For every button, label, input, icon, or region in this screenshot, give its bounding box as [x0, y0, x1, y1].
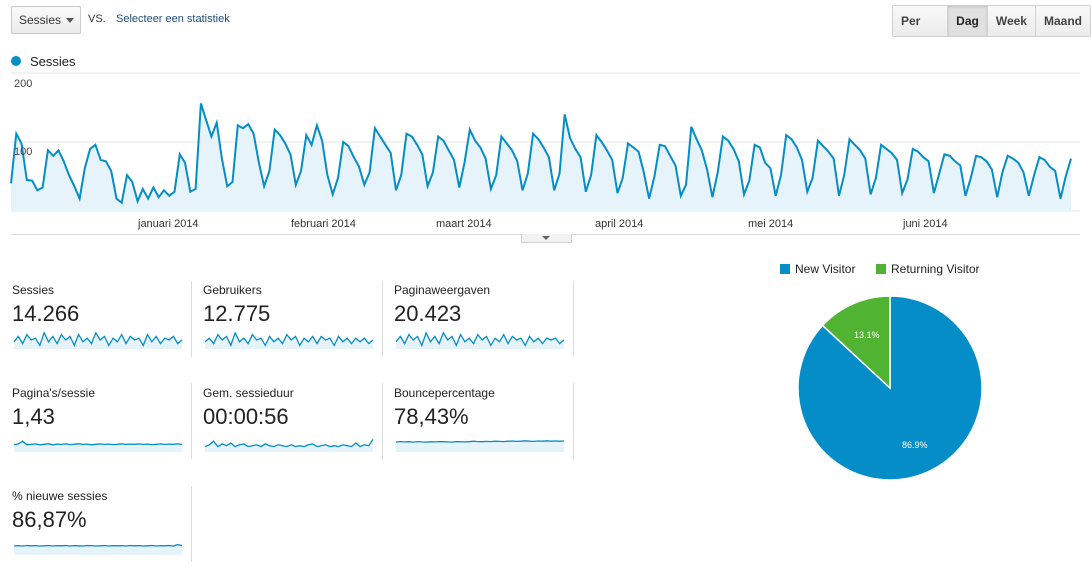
returning-visitor-legend-label[interactable]: Returning Visitor [891, 262, 980, 276]
sparkline-area [205, 439, 373, 452]
x-tick-mei: mei 2014 [748, 218, 794, 230]
metric-sparkline [395, 331, 565, 349]
visitor-type-pie-chart[interactable]: 86.9% 13.1% [790, 288, 990, 488]
tile-divider [382, 281, 383, 357]
sparkline-line [13, 331, 183, 348]
sparkline-area [396, 440, 564, 452]
sparkline-line [395, 440, 565, 443]
metric-tile-bounce-rate[interactable]: Bouncepercentage 78,43% [394, 386, 566, 466]
new-visitor-legend-label[interactable]: New Visitor [795, 262, 856, 276]
metric-sparkline [204, 439, 374, 452]
x-tick-maart: maart 2014 [436, 218, 492, 230]
x-tick-januari: januari 2014 [138, 218, 199, 230]
tile-divider [191, 281, 192, 357]
select-statistic-link[interactable]: Selecteer een statistiek [116, 13, 230, 25]
y-tick-200: 200 [14, 78, 33, 90]
sparkline-line [13, 440, 183, 446]
metric-value: 14.266 [12, 301, 80, 326]
metric-sparkline [13, 331, 183, 349]
chevron-down-icon [66, 18, 74, 23]
pie-slice-label: 13.1% [854, 330, 880, 340]
per-hour-button[interactable]: Per uur [893, 6, 948, 36]
new-visitor-legend-swatch [780, 264, 790, 274]
sparkline-area [205, 332, 373, 349]
sparkline-area [396, 332, 564, 349]
metric-label: Gem. sessieduur [203, 386, 294, 400]
metric-label: Paginaweergaven [394, 283, 491, 297]
sparkline-area [14, 332, 182, 349]
week-button[interactable]: Week [986, 6, 1035, 36]
tile-divider [191, 486, 192, 562]
pie-slice-returning-visitor[interactable] [821, 295, 891, 390]
x-tick-februari: februari 2014 [291, 218, 356, 230]
metric-label: Pagina's/sessie [12, 386, 96, 400]
sessions-line-chart[interactable] [0, 70, 1091, 220]
metric-value: 00:00:56 [203, 404, 289, 429]
metric-sparkline [204, 331, 374, 349]
sparkline-area [14, 544, 182, 555]
metric-value: 20.423 [394, 301, 462, 326]
metric-select-value: Sessies [19, 13, 62, 27]
metric-tile-pageviews[interactable]: Paginaweergaven 20.423 [394, 283, 566, 363]
sparkline-line [204, 331, 374, 348]
metric-tile-new-sessions[interactable]: % nieuwe sessies 86,87% [12, 489, 184, 569]
metric-label: % nieuwe sessies [12, 489, 108, 503]
vs-label: VS. [88, 13, 106, 25]
metric-label: Bouncepercentage [394, 386, 495, 400]
x-tick-juni: juni 2014 [903, 218, 948, 230]
metric-value: 1,43 [12, 404, 55, 429]
pie-slice-label: 86.9% [902, 440, 928, 450]
metric-sparkline [395, 440, 565, 452]
tile-divider [573, 383, 574, 459]
collapse-chart-toggle[interactable] [521, 234, 572, 243]
x-tick-april: april 2014 [595, 218, 644, 230]
metric-value: 12.775 [203, 301, 271, 326]
metric-label: Gebruikers [203, 283, 262, 297]
metric-select[interactable]: Sessies [11, 6, 81, 34]
sparkline-line [13, 543, 183, 547]
tile-divider [191, 383, 192, 459]
sessions-legend-dot [11, 56, 21, 66]
metric-sparkline [13, 543, 183, 555]
y-tick-100: 100 [14, 146, 33, 158]
day-button[interactable]: Dag [947, 6, 987, 36]
tile-divider [382, 383, 383, 459]
tile-divider [573, 281, 574, 357]
sparkline-line [204, 439, 374, 448]
metric-value: 86,87% [12, 507, 87, 532]
sparkline-area [14, 441, 182, 452]
metric-sparkline [13, 440, 183, 452]
metric-label: Sessies [12, 283, 55, 297]
sessions-legend-label[interactable]: Sessies [30, 54, 76, 69]
metric-tile-users[interactable]: Gebruikers 12.775 [203, 283, 375, 363]
metric-tile-avg-session-duration[interactable]: Gem. sessieduur 00:00:56 [203, 386, 375, 466]
returning-visitor-legend-swatch [876, 264, 886, 274]
metric-tile-pages-per-session[interactable]: Pagina's/sessie 1,43 [12, 386, 184, 466]
metric-value: 78,43% [394, 404, 469, 429]
sparkline-line [395, 331, 565, 348]
sessions-line [10, 103, 1072, 205]
granularity-buttons: Per uur Dag Week Maand [892, 5, 1091, 37]
metric-tile-sessions[interactable]: Sessies 14.266 [12, 283, 184, 363]
month-button[interactable]: Maand [1034, 6, 1090, 36]
